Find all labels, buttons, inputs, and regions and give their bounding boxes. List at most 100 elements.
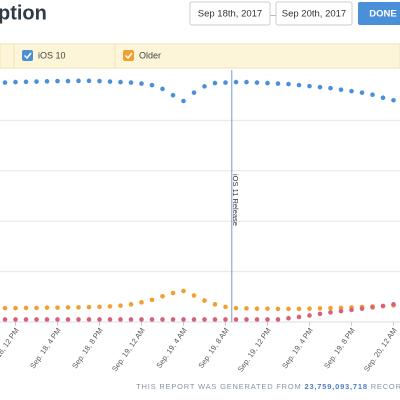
data-point [191, 317, 197, 322]
data-point [380, 95, 386, 101]
data-point [359, 90, 365, 95]
data-point [170, 317, 176, 322]
legend-checkbox[interactable] [123, 50, 134, 61]
data-point [265, 306, 270, 311]
data-point [139, 317, 144, 322]
data-point [296, 82, 302, 88]
data-point [275, 317, 281, 322]
data-point [359, 306, 365, 311]
end-date-field[interactable] [275, 1, 353, 26]
data-point [244, 317, 249, 322]
done-button[interactable] [358, 2, 400, 25]
data-point [107, 79, 113, 84]
data-point [86, 317, 92, 322]
data-point [202, 317, 207, 322]
x-tick-label: Sep. 18, 4 PM [28, 326, 63, 370]
data-point [160, 293, 165, 299]
legend-check [124, 52, 133, 60]
data-point [191, 293, 197, 298]
data-point [338, 308, 344, 314]
x-tick-label: Sep. 20, 12 AM [362, 326, 399, 373]
data-point [65, 305, 71, 310]
data-point [181, 98, 186, 104]
date-separator: – [270, 9, 275, 19]
data-point [128, 317, 134, 322]
data-point [254, 80, 260, 85]
data-point [2, 317, 8, 322]
data-point [212, 302, 218, 307]
data-point [13, 317, 18, 322]
data-point [181, 288, 186, 294]
data-point [275, 306, 281, 312]
data-point [391, 302, 396, 307]
data-point [338, 87, 344, 92]
data-point [65, 78, 71, 84]
data-point [307, 306, 312, 311]
data-point [34, 317, 39, 322]
data-point [139, 300, 144, 305]
data-point [223, 80, 228, 85]
data-point [107, 317, 113, 322]
data-point [170, 92, 176, 98]
data-point [265, 317, 270, 322]
done-label: DONE [369, 9, 396, 20]
data-point [212, 317, 218, 322]
data-point [265, 80, 270, 86]
release-label: iOS 11 Release [231, 174, 240, 226]
data-point [223, 317, 228, 322]
data-point [349, 307, 354, 313]
data-point [233, 317, 239, 322]
data-point [76, 78, 81, 84]
data-point [76, 317, 81, 322]
data-point [76, 305, 81, 310]
data-point [233, 305, 239, 311]
data-point [254, 306, 260, 311]
data-point [286, 306, 291, 312]
data-point [23, 79, 29, 85]
data-point [23, 317, 29, 322]
data-point [328, 305, 333, 311]
data-point [23, 305, 29, 311]
data-point [13, 79, 18, 85]
data-point [286, 315, 291, 321]
x-tick-label: Sep. 19, 8 AM [196, 326, 230, 370]
data-point [181, 317, 186, 322]
data-point [307, 83, 312, 89]
data-point [317, 311, 323, 317]
footer: THIS REPORT WAS GENERATED FROM 23,759,09… [136, 382, 400, 391]
data-point [34, 79, 39, 84]
data-point [128, 302, 134, 307]
data-point [44, 79, 50, 84]
data-point [55, 317, 60, 322]
data-point [275, 81, 281, 86]
x-tick-label: Sep. 19, 12 AM [110, 326, 147, 373]
data-point [65, 317, 71, 322]
data-point [223, 304, 228, 310]
data-point [170, 290, 176, 296]
data-point [97, 317, 102, 322]
legend-check [23, 52, 32, 60]
footer-suffix: RECORDS [368, 382, 400, 391]
data-point [118, 79, 123, 85]
data-point [380, 303, 386, 309]
data-point [349, 88, 354, 94]
x-tick-label: Sep. 19, 8 PM [322, 326, 357, 370]
data-point [160, 317, 165, 322]
data-point [338, 305, 344, 311]
end-date: Sep 20th, 2017 [282, 9, 346, 20]
data-point [160, 86, 165, 92]
x-tick-label: Sep. 18, 12 PM [0, 326, 21, 374]
data-point [244, 306, 249, 311]
data-point [86, 78, 92, 84]
data-point [118, 303, 123, 308]
data-point [2, 305, 8, 311]
data-point [86, 304, 92, 310]
data-point [202, 84, 207, 89]
start-date-field[interactable] [189, 1, 271, 26]
x-tick-label: Sep. 19, 4 AM [154, 326, 188, 370]
legend-checkbox[interactable] [22, 50, 33, 61]
data-point [317, 84, 323, 90]
data-point [317, 306, 323, 311]
record-count: 23,759,093,718 [304, 382, 367, 391]
